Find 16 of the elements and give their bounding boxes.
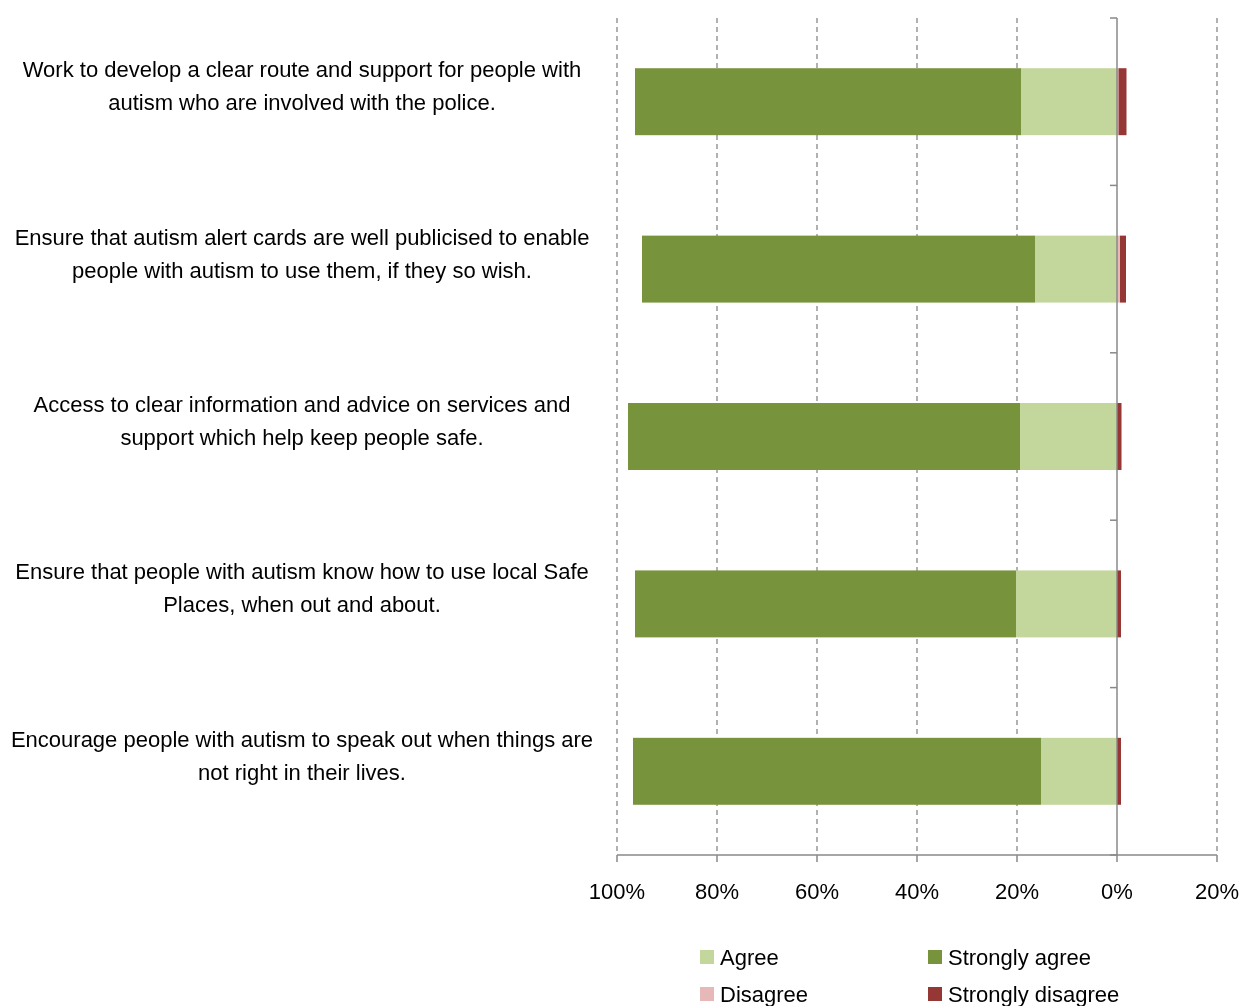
y-tick-label: Work to develop a clear route and support for people with autism who are involved with the police.: [22, 57, 582, 116]
y-tick-label: Access to clear information and advice on services and support which help keep people safe.: [33, 392, 571, 450]
x-tick-label: 20%: [994, 879, 1040, 904]
x-tick-label: 40%: [894, 879, 940, 904]
y-tick-label: Ensure that autism alert cards are well publicised to enable people with autism to use them, if they so wish.: [14, 224, 590, 283]
x-tick-label: 0%: [1101, 879, 1133, 904]
x-tick-label: 60%: [794, 879, 840, 904]
x-tick-label: 100%: [588, 879, 646, 904]
legend-label: Disagree: [720, 982, 809, 1006]
y-tick-label: Ensure that people with autism know how to use local Safe Places, when out and about.: [15, 559, 589, 618]
legend-label: Strongly agree: [948, 945, 1092, 970]
x-tick-label: 20%: [1194, 879, 1240, 904]
legend-label: Agree: [720, 945, 779, 970]
legend-label: Strongly disagree: [948, 982, 1120, 1006]
y-tick-label: Encourage people with autism to speak out when things are not right in their lives.: [10, 726, 594, 785]
x-tick-label: 80%: [694, 879, 740, 904]
